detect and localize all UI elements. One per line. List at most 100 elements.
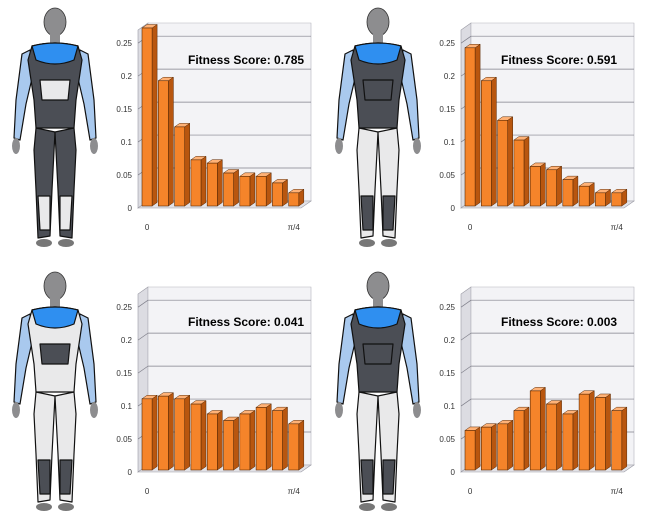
right-hand	[413, 402, 421, 418]
bar	[610, 188, 628, 207]
y-tick-label: 0.25	[439, 303, 455, 312]
head	[366, 7, 390, 37]
bar	[594, 188, 612, 207]
bar-front	[464, 430, 476, 471]
bar-front	[464, 47, 476, 207]
bar-front	[223, 172, 234, 207]
bar	[513, 136, 530, 207]
bar-side	[540, 162, 546, 207]
y-tick-label: 0.15	[116, 369, 132, 378]
histogram-chart: 0 0.05 0.1 0.15 0.2 0.25 0 π/4 Fitness Score: 0.…	[116, 286, 312, 496]
bar	[578, 182, 595, 207]
bar-front	[288, 192, 300, 207]
bar	[141, 24, 158, 207]
left-hand	[335, 402, 343, 418]
gridline	[137, 299, 149, 308]
y-tick-label: 0.2	[121, 72, 133, 81]
left-shin-panel	[360, 195, 374, 231]
panel-top-right: 0 0.05 0.1 0.15 0.2 0.25 0 π/4 Fitness Score: 0.…	[323, 0, 646, 264]
bar-side	[474, 43, 481, 207]
bar	[529, 162, 547, 207]
shoulder-yoke	[31, 306, 79, 329]
bar-front	[562, 179, 574, 207]
chart-body: 0 0.05 0.1 0.15 0.2 0.25 0 π/4	[439, 286, 635, 496]
bar-front	[578, 185, 590, 207]
panel-top-left: 0 0.05 0.1 0.15 0.2 0.25 0 π/4 Fitness Score: 0.…	[0, 0, 323, 264]
left-hand	[12, 138, 20, 154]
bar	[578, 390, 595, 471]
bar	[222, 416, 240, 471]
histogram-chart: 0 0.05 0.1 0.15 0.2 0.25 0 π/4 Fitness Score: 0.…	[116, 22, 312, 232]
chart-body: 0 0.05 0.1 0.15 0.2 0.25 0 π/4	[439, 22, 635, 232]
fitness-score-label: Fitness Score: 0.003	[501, 315, 617, 329]
suit-figure	[12, 7, 98, 247]
bar	[255, 172, 272, 207]
bar-front	[546, 169, 557, 207]
bar	[464, 43, 481, 207]
bar-front	[255, 176, 267, 207]
bar-front	[190, 403, 202, 471]
neck	[373, 33, 383, 43]
bar-side	[621, 406, 628, 471]
gridline	[460, 299, 472, 308]
y-tick-label: 0.1	[121, 138, 133, 147]
x-tick-label: π/4	[611, 487, 624, 496]
bar-front	[288, 423, 300, 471]
left-shin-panel	[360, 459, 374, 495]
gridline	[137, 365, 149, 374]
bar	[545, 165, 563, 207]
fitness-score-label: Fitness Score: 0.041	[188, 315, 304, 329]
bar-side	[491, 423, 497, 471]
bar	[190, 155, 207, 207]
bar	[562, 409, 579, 471]
y-tick-label: 0.15	[439, 105, 455, 114]
bar-front	[578, 393, 590, 471]
bar	[464, 426, 481, 471]
bar-front	[157, 395, 169, 471]
right-shin-panel	[59, 459, 73, 495]
histogram-chart: 0 0.05 0.1 0.15 0.2 0.25 0 π/4 Fitness Score: 0.…	[439, 286, 635, 496]
chart-body: 0 0.05 0.1 0.15 0.2 0.25 0 π/4	[116, 286, 312, 496]
x-tick-label: π/4	[611, 223, 624, 232]
x-tick-label: 0	[468, 487, 473, 496]
right-foot	[381, 239, 397, 247]
bar	[271, 406, 289, 471]
bar-front	[272, 182, 283, 207]
left-hand	[12, 402, 20, 418]
bar	[513, 406, 530, 471]
y-tick-label: 0.05	[439, 435, 455, 444]
left-foot	[359, 503, 375, 511]
x-tick-label: 0	[145, 223, 150, 232]
torso-panel	[362, 343, 394, 365]
bar	[287, 419, 305, 471]
y-tick-label: 0.2	[444, 72, 456, 81]
y-tick-label: 0.25	[439, 39, 455, 48]
bar-front	[206, 162, 218, 207]
shoulder-yoke	[354, 306, 402, 329]
bar-front	[595, 192, 606, 207]
bar-front	[529, 166, 541, 207]
bar-front	[174, 126, 186, 207]
bar	[610, 406, 628, 471]
bar-front	[546, 403, 557, 471]
panel-bottom-right: 0 0.05 0.1 0.15 0.2 0.25 0 π/4 Fitness Score: 0.…	[323, 264, 646, 528]
bar	[480, 423, 498, 471]
bar-side	[249, 409, 256, 471]
bar	[562, 175, 579, 207]
bar	[173, 122, 191, 207]
y-tick-label: 0.05	[439, 171, 455, 180]
fitness-score-label: Fitness Score: 0.591	[501, 53, 617, 67]
bar	[271, 178, 289, 207]
shoulder-yoke	[31, 42, 79, 65]
bar-side	[200, 155, 207, 207]
y-tick-label: 0	[128, 468, 133, 477]
bar-side	[572, 409, 579, 471]
right-shin-panel	[59, 195, 73, 231]
y-tick-label: 0	[451, 468, 456, 477]
bar	[157, 392, 175, 471]
bar-side	[523, 136, 530, 207]
right-hand	[413, 138, 421, 154]
left-foot	[36, 503, 52, 511]
torso-panel	[39, 79, 71, 101]
y-tick-label: 0.1	[444, 138, 456, 147]
